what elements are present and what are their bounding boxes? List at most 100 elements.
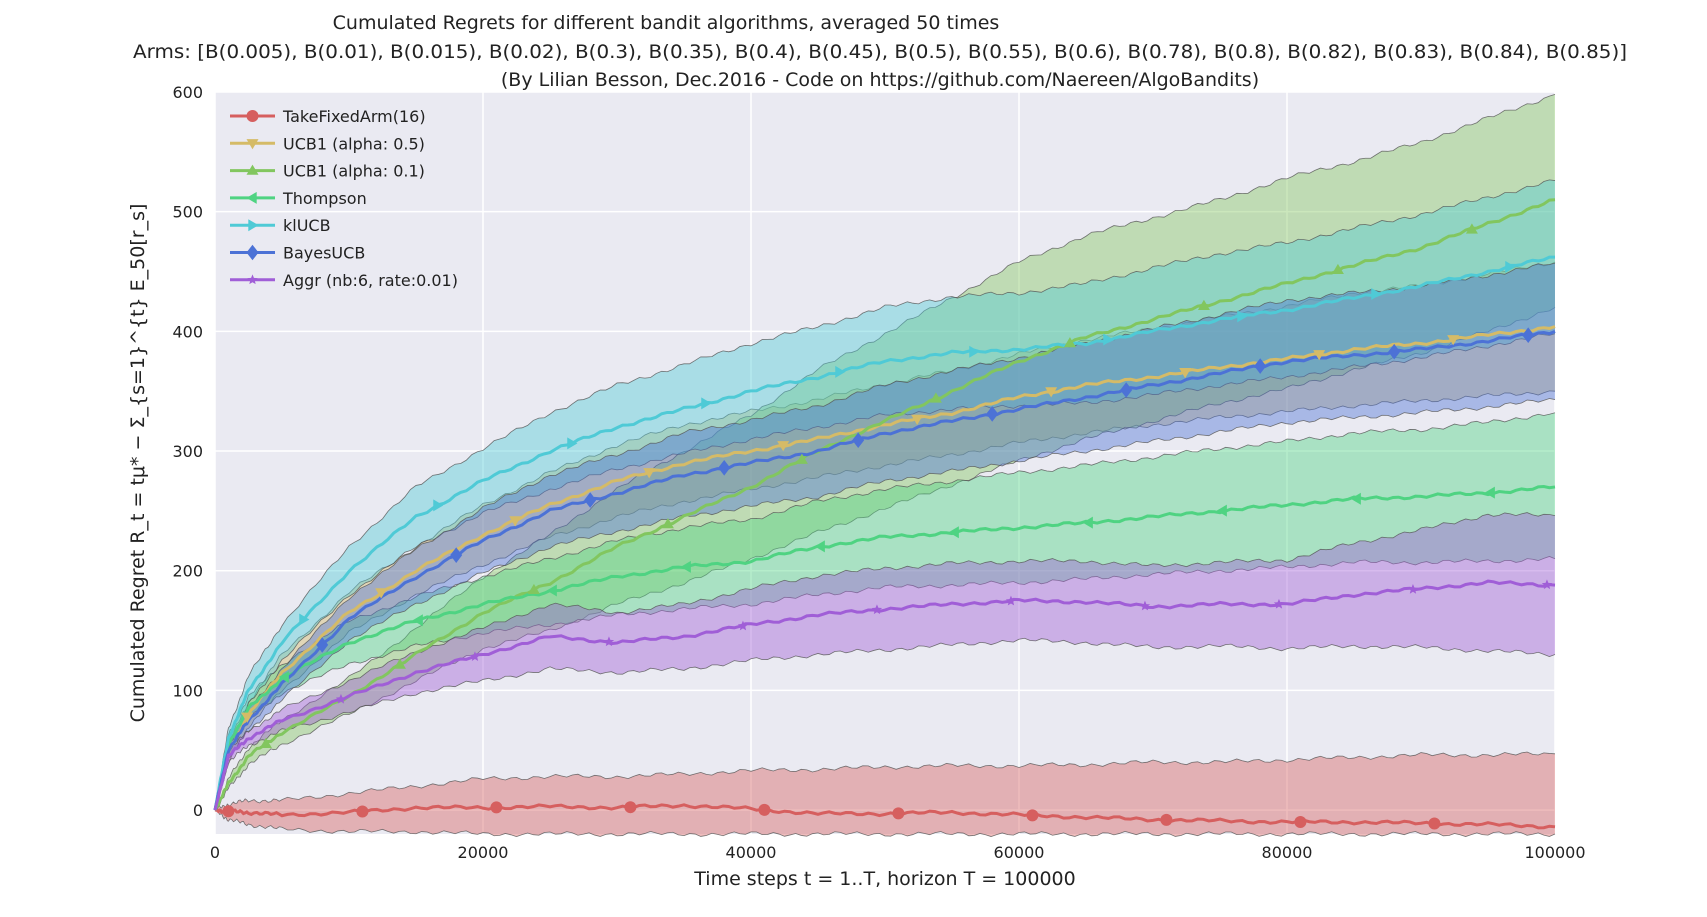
band-upper-edge-1 — [214, 261, 1556, 811]
marker-2-63800 — [1063, 337, 1076, 348]
marker-3-35200 — [680, 560, 691, 573]
marker-2-73800 — [1197, 299, 1210, 310]
x-tick-label-1: 20000 — [458, 843, 509, 862]
chart-subtitle-arms: Arms: [B(0.005), B(0.01), B(0.015), B(0.… — [133, 41, 1627, 63]
x-tick-label-4: 80000 — [1262, 843, 1313, 862]
band-lower-edge-3 — [214, 556, 1556, 811]
marker-1-52400 — [911, 414, 924, 425]
series-line-4 — [213, 255, 1556, 811]
band-upper-edge-4 — [214, 179, 1556, 811]
band-upper-edge-0 — [214, 751, 1556, 811]
marker-1-42400 — [777, 441, 790, 452]
marker-2-23800 — [527, 583, 540, 595]
marker-2-3800 — [259, 737, 272, 748]
marker-5-18000 — [450, 547, 463, 563]
x-tick-label-0: 0 — [210, 843, 220, 862]
marker-3-25200 — [546, 584, 557, 597]
marker-0-11000 — [356, 805, 369, 818]
marker-5-68000 — [1120, 382, 1133, 398]
marker-3-75200 — [1216, 504, 1227, 517]
plot-area — [215, 92, 1555, 834]
band-0 — [215, 751, 1555, 837]
marker-5-8000 — [316, 637, 329, 653]
marker-1-12400 — [375, 588, 388, 599]
marker-6-29400 — [603, 636, 615, 647]
x-tick-label-5: 100000 — [1524, 843, 1585, 862]
marker-0-91000 — [1428, 817, 1441, 830]
series-line-1 — [213, 325, 1556, 811]
legend-label-1: UCB1 (alpha: 0.5) — [283, 134, 425, 153]
marker-5-48000 — [852, 432, 865, 449]
marker-3-95200 — [1484, 486, 1495, 499]
y-axis-label: Cumulated Regret R_t = tμ* − Σ_{s=1}^{t}… — [127, 204, 149, 723]
legend-label-4: klUCB — [283, 216, 331, 235]
marker-1-2400 — [241, 712, 254, 723]
marker-1-72400 — [1179, 368, 1192, 379]
series-line-6 — [213, 579, 1556, 811]
band-5 — [215, 263, 1555, 811]
marker-4-36600 — [701, 397, 712, 410]
marker-6-49400 — [871, 604, 883, 615]
x-tick-label-2: 40000 — [726, 843, 777, 862]
marker-0-71000 — [1160, 813, 1173, 826]
marker-2-83800 — [1331, 263, 1344, 275]
y-tick-label-3: 300 — [172, 442, 203, 461]
marker-5-88000 — [1388, 343, 1401, 360]
marker-5-78000 — [1254, 358, 1267, 374]
marker-0-41000 — [758, 803, 771, 816]
y-tick-label-1: 100 — [172, 681, 203, 700]
marker-5-28000 — [584, 492, 597, 508]
marker-2-33800 — [661, 518, 674, 529]
legend-marker-4 — [248, 219, 259, 232]
marker-5-58000 — [986, 406, 999, 422]
legend-label-3: Thompson — [282, 189, 367, 208]
tick-labels: 0 20000 40000 60000 80000 100000 0 100 200 300 400… — [172, 83, 1585, 862]
y-tick-label-6: 600 — [172, 83, 203, 102]
marker-6-89400 — [1407, 583, 1419, 594]
marker-3-55200 — [948, 526, 959, 539]
marker-0-31000 — [624, 801, 637, 814]
band-lower-edge-0 — [214, 809, 1556, 838]
marker-4-96600 — [1505, 260, 1516, 273]
marker-3-85200 — [1350, 492, 1361, 505]
marker-4-6600 — [299, 613, 310, 626]
legend-marker-1 — [246, 139, 259, 150]
legend-label-0: TakeFixedArm(16) — [282, 107, 426, 126]
marker-5-38000 — [718, 459, 731, 476]
legend: TakeFixedArm(16) UCB1 (alpha: 0.5) UCB1 (a… — [230, 107, 458, 290]
marker-6-39400 — [737, 620, 749, 631]
band-lower-edge-6 — [214, 637, 1556, 811]
marker-2-93800 — [1465, 223, 1478, 234]
marker-4-46600 — [835, 365, 846, 378]
legend-marker-5 — [246, 244, 259, 261]
marker-1-82400 — [1313, 350, 1326, 361]
marker-1-22400 — [509, 516, 522, 527]
legend-marker-2 — [246, 164, 259, 175]
legend-label-2: UCB1 (alpha: 0.1) — [283, 162, 425, 181]
legend-marker-6 — [247, 274, 258, 285]
marker-2-53800 — [929, 392, 942, 403]
band-lower-edge-4 — [214, 333, 1556, 811]
marker-4-76600 — [1237, 310, 1248, 323]
legend-label-6: Aggr (nb:6, rate:0.01) — [283, 271, 458, 290]
marker-6-9400 — [335, 693, 347, 704]
marker-0-81000 — [1294, 816, 1307, 829]
band-lower-edge-2 — [214, 307, 1556, 811]
chart-subtitle-credit: (By Lilian Besson, Dec.2016 - Code on ht… — [501, 69, 1259, 91]
y-tick-label-0: 0 — [193, 801, 203, 820]
marker-1-92400 — [1447, 335, 1460, 346]
band-6 — [215, 512, 1555, 811]
marker-6-69400 — [1139, 600, 1151, 611]
band-2 — [215, 94, 1555, 811]
marker-0-1000 — [222, 805, 235, 818]
marker-3-45200 — [814, 540, 825, 553]
series-markers — [222, 223, 1553, 830]
marker-6-19400 — [469, 651, 481, 662]
y-tick-label-5: 500 — [172, 203, 203, 222]
y-tick-label-2: 200 — [172, 562, 203, 581]
marker-1-32400 — [643, 468, 656, 479]
marker-0-21000 — [490, 801, 503, 814]
marker-4-56600 — [969, 345, 980, 358]
band-upper-edge-3 — [214, 412, 1556, 811]
